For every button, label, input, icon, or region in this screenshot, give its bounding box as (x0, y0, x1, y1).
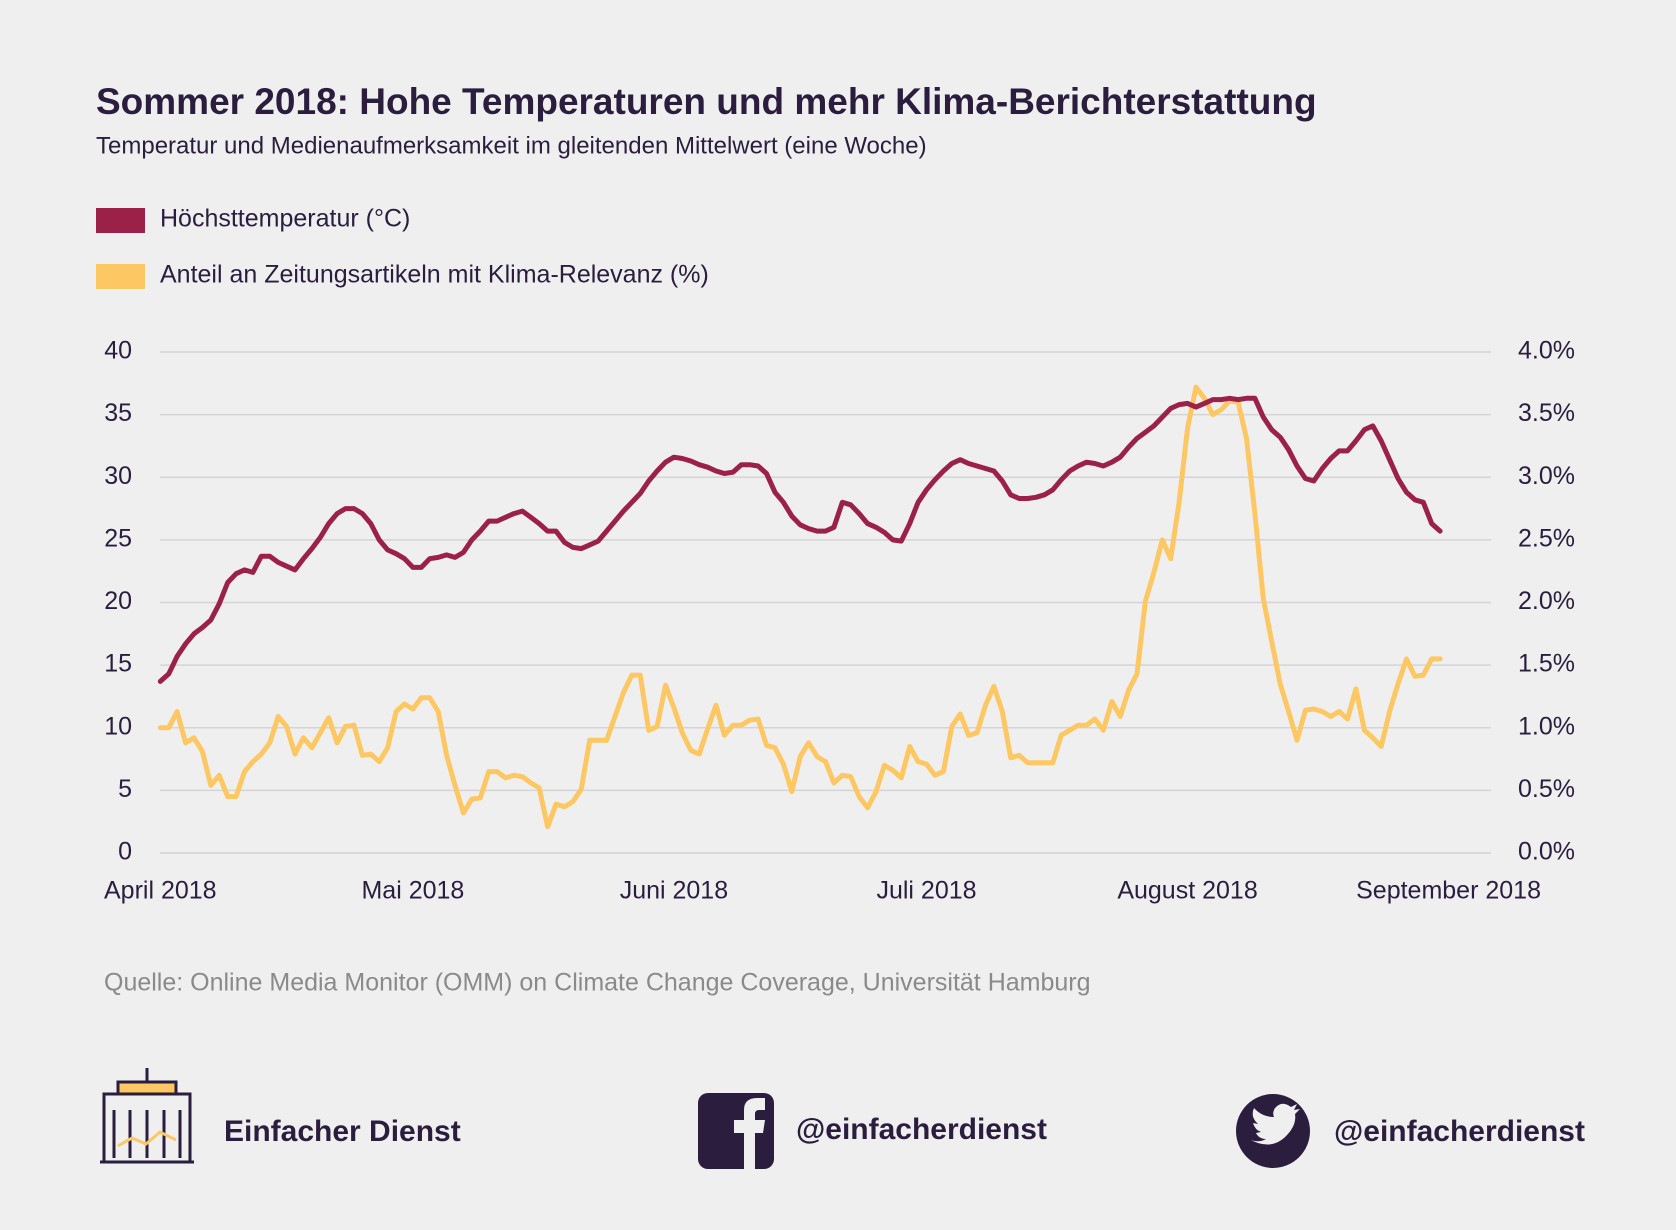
chart-title: Sommer 2018: Hohe Temperaturen und mehr … (96, 81, 1317, 122)
y-tick-label: 25 (104, 524, 132, 552)
y2-tick-label: 1.0% (1518, 712, 1575, 740)
y-tick-label: 35 (104, 399, 132, 427)
y2-tick-label: 4.0% (1518, 337, 1575, 365)
y2-tick-label: 2.0% (1518, 587, 1575, 615)
y2-tick-label: 0.0% (1518, 838, 1575, 866)
y2-tick-label: 2.5% (1518, 524, 1575, 552)
x-tick-label: Juni 2018 (620, 877, 728, 905)
y2-tick-label: 0.5% (1518, 775, 1575, 803)
y-tick-label: 15 (104, 650, 132, 678)
x-tick-label: Mai 2018 (361, 877, 464, 905)
legend-label: Höchsttemperatur (°C) (160, 205, 410, 233)
legend-swatch (96, 208, 145, 233)
x-tick-label: August 2018 (1117, 877, 1257, 905)
y2-tick-label: 3.5% (1518, 399, 1575, 427)
y2-tick-label: 3.0% (1518, 462, 1575, 490)
series-line (157, 395, 1443, 684)
y-tick-label: 10 (104, 712, 132, 740)
x-tick-label: Juli 2018 (876, 877, 976, 905)
x-tick-label: September 2018 (1356, 877, 1541, 905)
brand-name: Einfacher Dienst (224, 1115, 461, 1148)
y-tick-label: 40 (104, 337, 132, 365)
facebook-handle[interactable]: @einfacherdienst (796, 1113, 1047, 1146)
series-line (157, 384, 1443, 830)
y-tick-label: 5 (118, 775, 132, 803)
source: Quelle: Online Media Monitor (OMM) on Cl… (104, 969, 1091, 997)
brand-logo (100, 1068, 194, 1164)
y-tick-label: 0 (118, 838, 132, 866)
y-tick-label: 20 (104, 587, 132, 615)
y2-tick-label: 1.5% (1518, 650, 1575, 678)
y-tick-label: 30 (104, 462, 132, 490)
x-tick-label: April 2018 (104, 877, 217, 905)
chart-subtitle: Temperatur und Medienaufmerksamkeit im g… (96, 132, 927, 159)
legend-label: Anteil an Zeitungsartikeln mit Klima-Rel… (160, 261, 709, 289)
facebook-icon[interactable] (698, 1093, 774, 1169)
legend-swatch (96, 264, 145, 289)
twitter-handle[interactable]: @einfacherdienst (1334, 1115, 1585, 1148)
twitter-icon[interactable] (1236, 1094, 1310, 1168)
